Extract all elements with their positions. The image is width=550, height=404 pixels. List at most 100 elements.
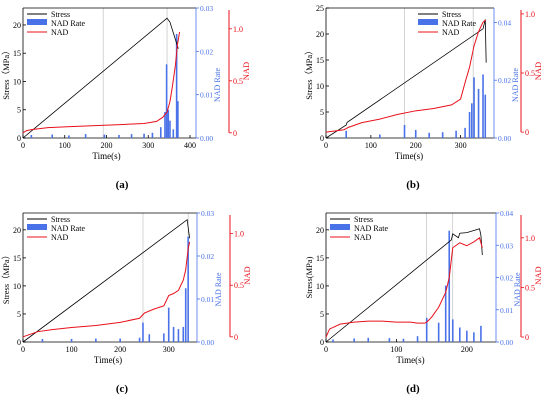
stress-tick-label: 5 xyxy=(17,310,21,319)
rate-bar xyxy=(455,130,457,138)
rate-bar xyxy=(163,333,165,342)
rate-bar xyxy=(473,332,475,342)
x-tick-label: 300 xyxy=(163,345,175,354)
nad-tick-label: 1.0 xyxy=(234,230,244,239)
rate-tick-label: 0.00 xyxy=(201,338,214,347)
legend-label-rate: NAD Rate xyxy=(51,19,85,28)
legend-label-rate: NAD Rate xyxy=(354,224,388,233)
stress-tick-label: 0 xyxy=(17,134,21,143)
rate-bar xyxy=(332,339,334,342)
nad-axis-label: NAD xyxy=(533,62,543,80)
rate-bar xyxy=(379,134,381,138)
x-axis-label: Time(s) xyxy=(396,355,424,365)
rate-bar xyxy=(164,112,166,138)
rate-bar xyxy=(184,288,187,342)
legend-label-stress: Stress xyxy=(51,215,70,224)
rate-bar xyxy=(471,103,473,138)
rate-tick-label: 0.03 xyxy=(201,209,214,218)
rate-bar xyxy=(484,94,487,138)
rate-bar xyxy=(159,127,162,138)
stress-axis-label: Stress（MPa） xyxy=(1,251,11,304)
stress-tick-label: 15 xyxy=(316,254,324,263)
rate-bar xyxy=(172,326,175,342)
rate-tick-label: 0.00 xyxy=(200,134,213,143)
stress-tick-label: 5 xyxy=(17,106,21,115)
rate-tick-label: 0.04 xyxy=(498,18,511,27)
rate-bar xyxy=(70,338,73,342)
rate-bar xyxy=(345,130,347,138)
nad-line xyxy=(22,31,181,134)
stress-tick-label: 5 xyxy=(320,108,324,117)
stress-tick-label: 10 xyxy=(13,282,21,291)
x-axis-label: Time(s) xyxy=(395,151,423,161)
rate-bar xyxy=(451,319,454,342)
rate-bar xyxy=(425,317,428,342)
rate-bar xyxy=(41,338,44,342)
nad-tick-label: 0.5 xyxy=(233,77,243,86)
x-tick-label: 200 xyxy=(101,141,113,150)
panel-caption: (a) xyxy=(116,179,129,191)
rate-tick-label: 0.01 xyxy=(200,91,213,100)
legend-label-stress: Stress xyxy=(51,10,70,19)
rate-tick-label: 0.01 xyxy=(500,306,513,315)
x-tick-label: 0 xyxy=(324,345,328,354)
x-tick-label: 0 xyxy=(324,141,328,150)
legend-swatch-rate xyxy=(27,19,47,25)
rate-bar xyxy=(480,325,482,342)
rate-bar xyxy=(177,329,180,342)
rate-bar xyxy=(95,338,97,342)
stress-tick-label: 0 xyxy=(320,134,324,143)
legend-label-stress: Stress xyxy=(354,215,373,224)
stress-tick-label: 15 xyxy=(13,49,21,58)
legend-swatch-rate xyxy=(27,224,47,230)
rate-tick-label: 0.01 xyxy=(201,295,214,304)
rate-bar xyxy=(130,134,133,138)
rate-tick-label: 0.02 xyxy=(500,274,513,283)
stress-axis-label: Stress(MPa) xyxy=(304,256,314,298)
rate-bar xyxy=(151,132,154,138)
rate-bar xyxy=(477,88,480,138)
nad-tick-label: 0 xyxy=(234,333,238,342)
stress-line xyxy=(325,19,487,139)
x-tick-label: 0 xyxy=(21,345,25,354)
x-tick-label: 300 xyxy=(142,141,154,150)
rate-bar xyxy=(175,34,178,138)
rate-axis-label: NAD Rate xyxy=(213,68,222,102)
panel-caption: (d) xyxy=(406,383,420,395)
rate-bar xyxy=(444,285,447,342)
stress-tick-label: 10 xyxy=(316,282,324,291)
stress-tick-label: 20 xyxy=(13,21,21,30)
stress-tick-label: 20 xyxy=(316,30,324,39)
stress-tick-label: 15 xyxy=(13,254,21,263)
stress-line xyxy=(22,219,190,343)
rate-bar xyxy=(441,132,444,138)
rate-tick-label: 0.02 xyxy=(201,252,214,261)
x-tick-label: 0 xyxy=(21,141,25,150)
rate-tick-label: 0.00 xyxy=(500,338,513,347)
x-axis-label: Time(s) xyxy=(94,355,122,365)
nad-axis-label: NAD xyxy=(241,62,251,80)
rate-bar xyxy=(414,129,417,138)
x-tick-label: 100 xyxy=(390,345,402,354)
nad-tick-label: 1.0 xyxy=(525,10,535,19)
rate-bar xyxy=(367,337,370,342)
nad-tick-label: 0.5 xyxy=(525,283,535,292)
legend-label-stress: Stress xyxy=(442,10,461,19)
chart-panel-2: 0 100 200 300 Time(s) 0 5 10 15 20 25 Stress（MPa） 0.… xyxy=(304,4,543,191)
stress-line xyxy=(22,17,179,139)
rate-axis-label: NAD Rate xyxy=(214,272,223,306)
rate-bar xyxy=(172,129,175,138)
rate-bar xyxy=(138,337,141,342)
rate-bar xyxy=(165,64,168,138)
stress-tick-label: 10 xyxy=(13,77,21,86)
stress-tick-label: 20 xyxy=(13,226,21,235)
panel-caption: (c) xyxy=(116,383,129,395)
rate-bar xyxy=(182,326,185,342)
rate-bar xyxy=(103,134,106,138)
stress-tick-label: 5 xyxy=(320,310,324,319)
stress-tick-label: 10 xyxy=(316,82,324,91)
rate-tick-label: 0.02 xyxy=(498,76,511,85)
rate-bar xyxy=(177,101,179,138)
